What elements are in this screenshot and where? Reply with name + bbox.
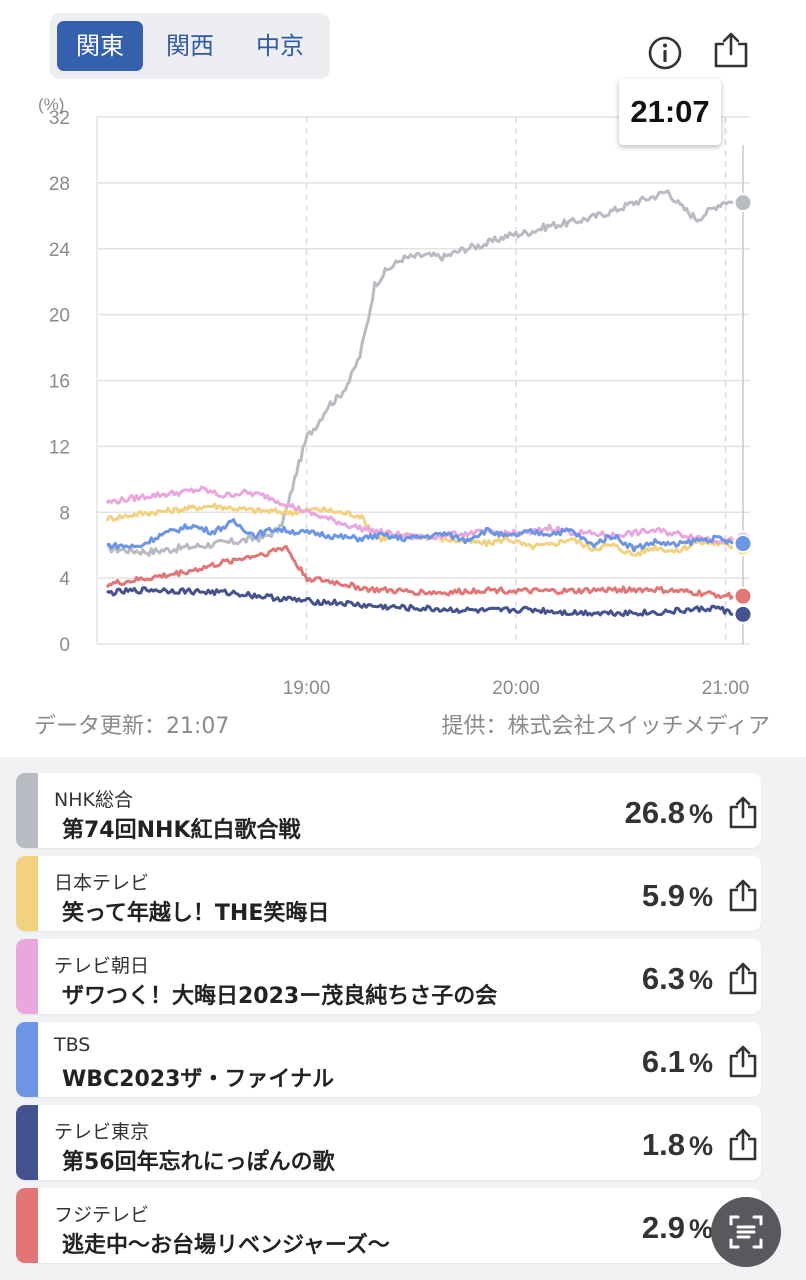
rating-unit: % — [688, 1214, 713, 1244]
rating-unit: % — [688, 882, 713, 912]
channel-color-bar — [16, 1188, 38, 1263]
region-tabs: 関東 関西 中京 — [50, 13, 330, 79]
share-icon[interactable] — [725, 878, 761, 914]
y-tick-label: 20 — [49, 306, 70, 327]
share-icon[interactable] — [725, 1044, 761, 1080]
series-end-point — [733, 193, 753, 213]
y-tick-label: 4 — [59, 569, 70, 590]
program-title: ザワつく！大晦日2023ー茂良純ちさ子の会 — [62, 984, 498, 1009]
rating-number: 5.9 — [641, 878, 685, 913]
y-unit-label: (%) — [38, 95, 64, 114]
rating-value: 2.9% — [642, 1210, 713, 1246]
channel-color-bar — [16, 1022, 38, 1097]
channel-name: フジテレビ — [54, 1204, 150, 1226]
rating-unit: % — [688, 1131, 713, 1161]
series-line — [105, 544, 735, 600]
channel-color-bar — [16, 1105, 38, 1180]
program-title: 第56回年忘れにっぽんの歌 — [62, 1150, 335, 1175]
channel-card[interactable]: NHK総合第74回NHK紅白歌合戦 26.8% — [16, 773, 761, 848]
rating-unit: % — [688, 799, 713, 829]
channel-name: TBS — [54, 1034, 91, 1056]
channel-card[interactable]: フジテレビ逃走中～お台場リベンジャーズ～ 2.9% — [16, 1188, 761, 1263]
series-end-point — [733, 586, 753, 606]
time-tooltip: 21:07 — [619, 79, 721, 145]
rating-line-chart: 0 4 8 12 16 20 24 28 32(%) 19:00 20:00 21:00 — [38, 95, 753, 699]
channel-card[interactable]: TBS WBC2023ザ・ファイナル 6.1% — [16, 1022, 761, 1097]
series-end-point — [733, 534, 753, 554]
y-tick-label: 16 — [49, 372, 70, 393]
rating-unit: % — [688, 1048, 713, 1078]
program-title: WBC2023ザ・ファイナル — [62, 1067, 334, 1092]
data-source-text: 提供：株式会社スイッチメディア — [441, 714, 770, 739]
x-tick-label: 21:00 — [702, 678, 750, 699]
scan-button[interactable] — [711, 1197, 781, 1267]
share-icon[interactable] — [725, 795, 761, 831]
y-tick-label: 0 — [59, 635, 70, 656]
y-tick-label: 24 — [49, 240, 71, 261]
program-title: 逃走中～お台場リベンジャーズ～ — [62, 1233, 390, 1258]
channel-name: NHK総合 — [54, 789, 133, 811]
rating-number: 6.3 — [641, 961, 685, 996]
y-tick-label: 12 — [49, 437, 70, 458]
channel-card[interactable]: テレビ朝日ザワつく！大晦日2023ー茂良純ちさ子の会 6.3% — [16, 939, 761, 1014]
channel-color-bar — [16, 773, 38, 848]
rating-value: 6.1% — [642, 1044, 713, 1080]
y-tick-label: 32 — [49, 108, 70, 129]
channel-color-bar — [16, 939, 38, 1014]
channel-color-bar — [16, 856, 38, 931]
y-tick-label: 8 — [59, 503, 70, 524]
series-line — [106, 518, 734, 553]
channel-card[interactable]: 日本テレビ笑って年越し！THE笑晦日 5.9% — [16, 856, 761, 931]
series-end-point — [733, 604, 753, 624]
rating-number: 1.8 — [641, 1127, 685, 1162]
channel-name: 日本テレビ — [54, 872, 150, 894]
tab-chukyo[interactable]: 中京 — [256, 32, 304, 60]
rating-number: 2.9 — [641, 1210, 685, 1245]
series-line — [106, 189, 734, 557]
rating-unit: % — [688, 965, 713, 995]
share-icon[interactable] — [712, 30, 750, 70]
rating-value: 26.8% — [625, 795, 713, 831]
info-icon[interactable] — [647, 35, 683, 71]
rating-value: 1.8% — [642, 1127, 713, 1163]
program-title: 笑って年越し！THE笑晦日 — [62, 901, 330, 926]
rating-value: 5.9% — [642, 878, 713, 914]
x-tick-label: 19:00 — [283, 678, 331, 699]
data-updated-text: データ更新：21:07 — [34, 714, 230, 739]
channel-name: テレビ東京 — [54, 1121, 150, 1143]
y-tick-label: 28 — [49, 174, 70, 195]
rating-value: 6.3% — [642, 961, 713, 997]
channel-name: テレビ朝日 — [54, 955, 150, 977]
rating-number: 26.8 — [624, 795, 685, 830]
series-line — [106, 586, 734, 618]
share-icon[interactable] — [725, 1127, 761, 1163]
tab-kanto[interactable]: 関東 — [57, 21, 143, 71]
rating-number: 6.1 — [641, 1044, 685, 1079]
channel-card[interactable]: テレビ東京第56回年忘れにっぽんの歌 1.8% — [16, 1105, 761, 1180]
scan-text-icon — [729, 1215, 763, 1249]
program-title: 第74回NHK紅白歌合戦 — [62, 818, 301, 843]
series-line — [105, 485, 735, 545]
tab-kansai[interactable]: 関西 — [166, 32, 214, 60]
share-icon[interactable] — [725, 961, 761, 997]
x-tick-label: 20:00 — [492, 678, 540, 699]
